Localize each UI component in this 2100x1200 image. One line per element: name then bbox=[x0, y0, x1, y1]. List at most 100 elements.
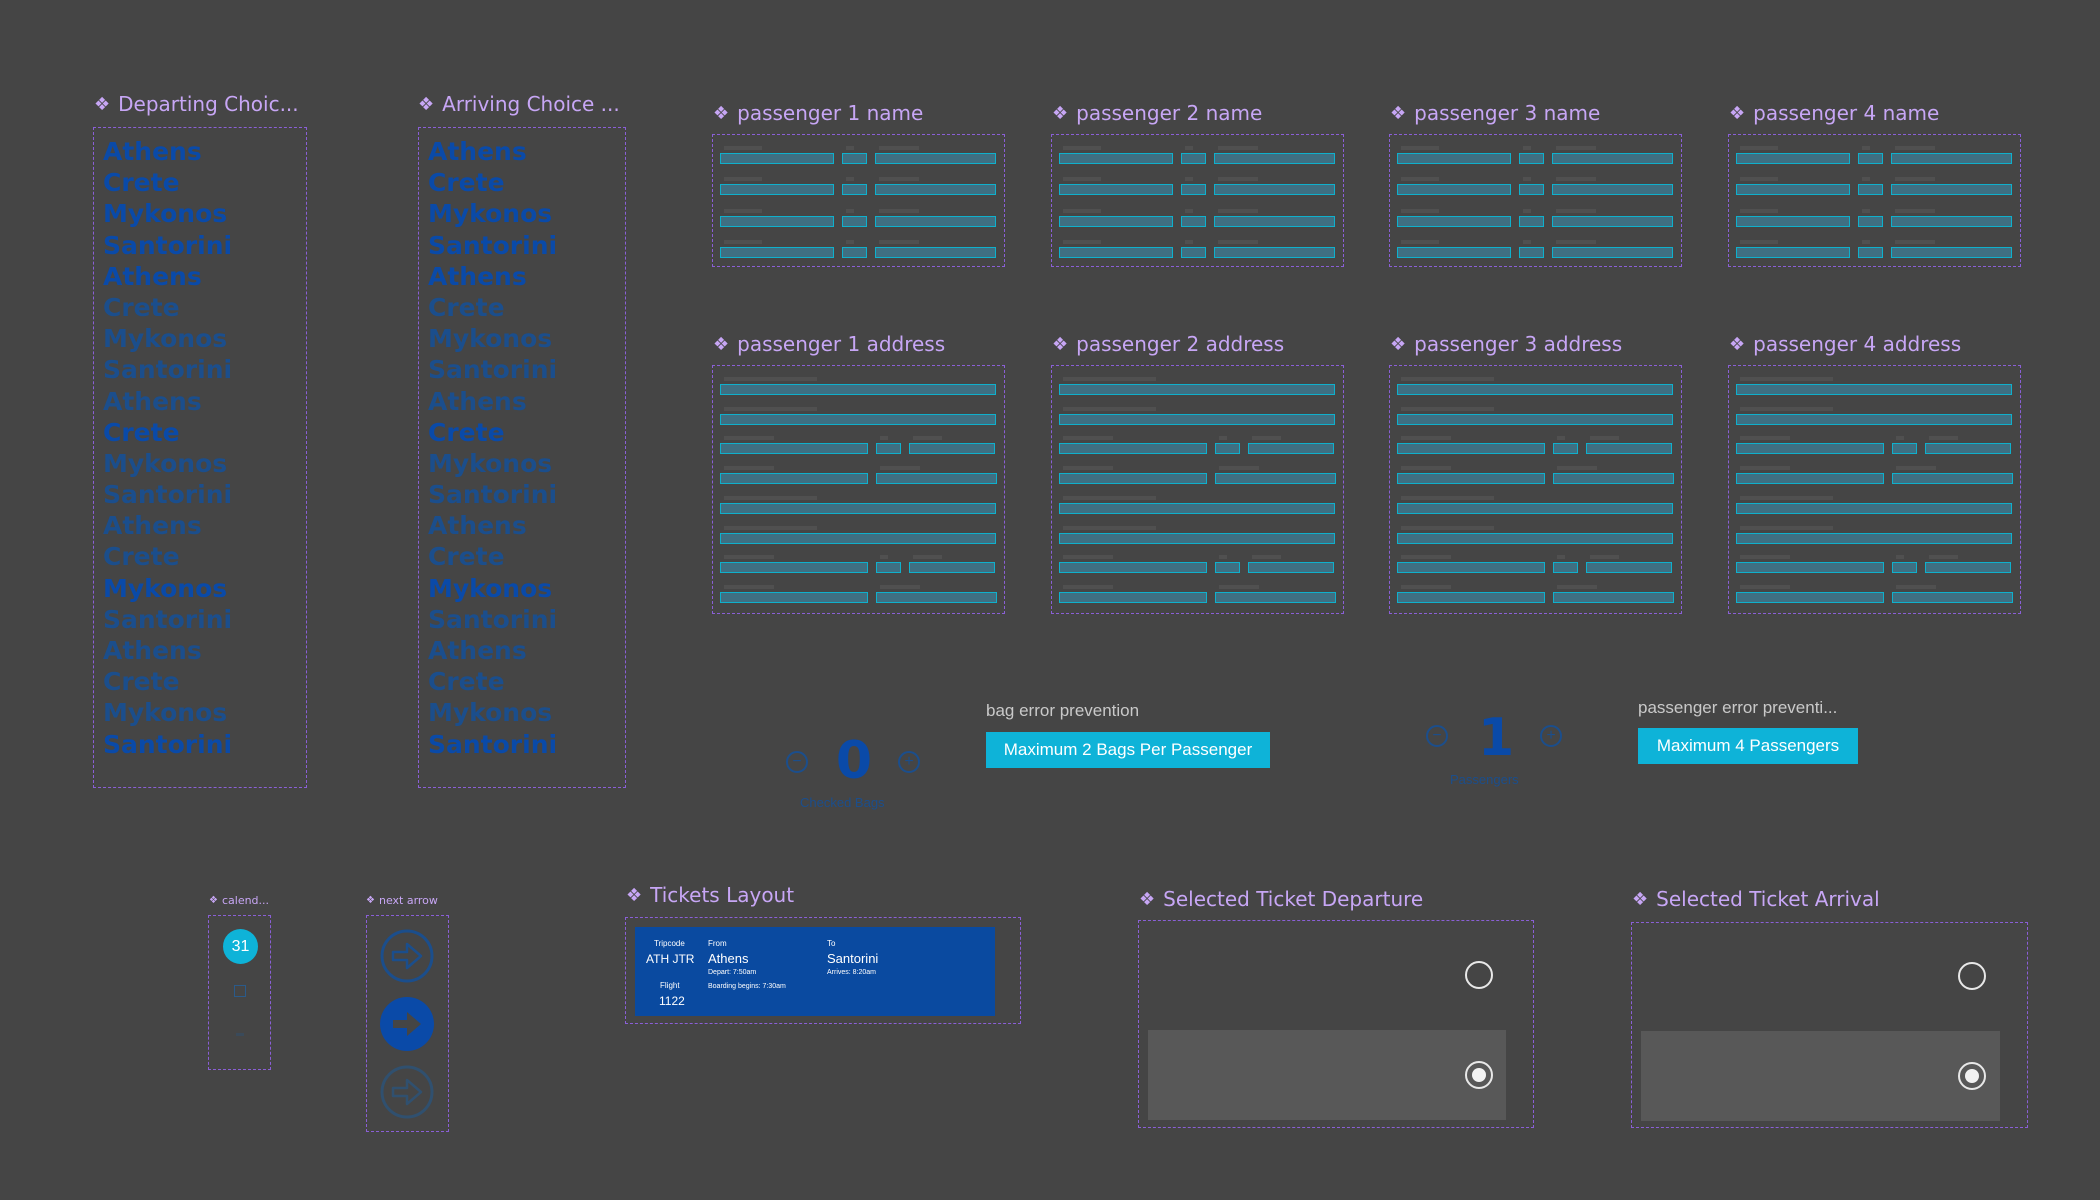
form-field[interactable] bbox=[1059, 177, 1173, 196]
form-field[interactable] bbox=[1586, 555, 1672, 574]
city-option[interactable]: Athens bbox=[103, 137, 202, 166]
form-field[interactable] bbox=[1059, 436, 1207, 455]
city-option[interactable]: Santorini bbox=[103, 230, 233, 260]
form-field[interactable] bbox=[1892, 466, 2013, 485]
form-field[interactable] bbox=[1248, 436, 1334, 455]
form-field[interactable] bbox=[1891, 146, 2012, 164]
form-field[interactable] bbox=[720, 406, 996, 425]
form-field[interactable] bbox=[1059, 466, 1207, 485]
form-field[interactable] bbox=[1059, 495, 1335, 514]
plus-circle-icon[interactable]: + bbox=[1540, 725, 1562, 747]
form-field[interactable] bbox=[842, 239, 867, 258]
form-field[interactable] bbox=[720, 177, 834, 196]
form-field[interactable] bbox=[1858, 239, 1883, 258]
form-field[interactable] bbox=[842, 208, 867, 227]
arrival-selected-panel[interactable] bbox=[1641, 1031, 2000, 1121]
form-field[interactable] bbox=[1059, 146, 1173, 164]
form-field[interactable] bbox=[1736, 239, 1850, 258]
departure-selected-panel[interactable] bbox=[1148, 1030, 1506, 1120]
form-field[interactable] bbox=[1736, 436, 1884, 455]
form-field[interactable] bbox=[1215, 436, 1240, 455]
form-field[interactable] bbox=[1519, 208, 1544, 227]
city-option[interactable]: Mykonos bbox=[428, 448, 553, 478]
form-field[interactable] bbox=[875, 239, 996, 258]
city-option[interactable]: Crete bbox=[103, 542, 180, 572]
form-field[interactable] bbox=[1892, 555, 1917, 574]
max-bags-button[interactable]: Maximum 2 Bags Per Passenger bbox=[986, 732, 1270, 768]
city-option[interactable]: Mykonos bbox=[428, 199, 553, 229]
form-field[interactable] bbox=[1215, 584, 1336, 603]
form-field[interactable] bbox=[720, 377, 996, 395]
form-field[interactable] bbox=[1925, 555, 2011, 574]
form-field[interactable] bbox=[1214, 146, 1335, 164]
form-field[interactable] bbox=[1552, 146, 1673, 164]
form-field[interactable] bbox=[1553, 584, 1674, 603]
city-option[interactable]: Athens bbox=[103, 511, 202, 541]
city-option[interactable]: Crete bbox=[428, 292, 505, 322]
city-option[interactable]: Santorini bbox=[428, 480, 558, 510]
arrival-radio-selected[interactable] bbox=[1958, 1062, 1986, 1090]
form-field[interactable] bbox=[1553, 436, 1578, 455]
form-field[interactable] bbox=[1397, 208, 1511, 227]
form-field[interactable] bbox=[876, 555, 901, 574]
city-option[interactable]: Santorini bbox=[428, 230, 558, 260]
form-field[interactable] bbox=[720, 555, 868, 574]
form-field[interactable] bbox=[1925, 436, 2011, 455]
form-field[interactable] bbox=[1552, 208, 1673, 227]
city-option[interactable]: Santorini bbox=[103, 604, 233, 634]
city-option[interactable]: Santorini bbox=[428, 604, 558, 634]
form-field[interactable] bbox=[1891, 177, 2012, 196]
form-field[interactable] bbox=[1891, 239, 2012, 258]
city-option[interactable]: Santorini bbox=[103, 729, 233, 759]
city-option[interactable]: Crete bbox=[428, 417, 505, 447]
departure-radio-unselected[interactable] bbox=[1465, 961, 1493, 989]
form-field[interactable] bbox=[720, 436, 868, 455]
form-field[interactable] bbox=[720, 584, 868, 603]
city-option[interactable]: Crete bbox=[103, 417, 180, 447]
city-option[interactable]: Crete bbox=[428, 542, 505, 572]
form-field[interactable] bbox=[720, 466, 868, 485]
form-field[interactable] bbox=[1736, 466, 1884, 485]
form-field[interactable] bbox=[1519, 177, 1544, 196]
form-field[interactable] bbox=[1736, 377, 2012, 395]
form-field[interactable] bbox=[842, 146, 867, 164]
form-field[interactable] bbox=[1553, 466, 1674, 485]
form-field[interactable] bbox=[1397, 436, 1545, 455]
city-option[interactable]: Santorini bbox=[428, 729, 558, 759]
form-field[interactable] bbox=[1397, 466, 1545, 485]
form-field[interactable] bbox=[1858, 146, 1883, 164]
form-field[interactable] bbox=[1215, 466, 1336, 485]
form-field[interactable] bbox=[1736, 146, 1850, 164]
form-field[interactable] bbox=[720, 495, 996, 514]
form-field[interactable] bbox=[1892, 584, 2013, 603]
city-option[interactable]: Athens bbox=[103, 636, 202, 665]
form-field[interactable] bbox=[1397, 406, 1673, 425]
form-field[interactable] bbox=[1214, 239, 1335, 258]
form-field[interactable] bbox=[1736, 525, 2012, 544]
form-field[interactable] bbox=[1519, 239, 1544, 258]
form-field[interactable] bbox=[720, 525, 996, 544]
form-field[interactable] bbox=[1059, 525, 1335, 544]
city-option[interactable]: Crete bbox=[428, 168, 505, 198]
form-field[interactable] bbox=[1397, 495, 1673, 514]
city-option[interactable]: Mykonos bbox=[428, 573, 553, 603]
form-field[interactable] bbox=[1397, 555, 1545, 574]
city-option[interactable]: Mykonos bbox=[103, 199, 228, 229]
form-field[interactable] bbox=[842, 177, 867, 196]
city-option[interactable]: Athens bbox=[428, 386, 527, 416]
form-field[interactable] bbox=[1736, 177, 1850, 196]
city-option[interactable]: Athens bbox=[103, 386, 202, 416]
form-field[interactable] bbox=[875, 177, 996, 196]
next-arrow-outline-icon[interactable] bbox=[379, 928, 435, 984]
minus-circle-icon[interactable]: − bbox=[786, 751, 808, 773]
city-option[interactable]: Santorini bbox=[103, 355, 233, 385]
form-field[interactable] bbox=[876, 466, 997, 485]
form-field[interactable] bbox=[1736, 584, 1884, 603]
city-option[interactable]: Athens bbox=[428, 137, 527, 166]
form-field[interactable] bbox=[1552, 177, 1673, 196]
form-field[interactable] bbox=[1214, 208, 1335, 227]
minus-circle-icon[interactable]: − bbox=[1426, 725, 1448, 747]
form-field[interactable] bbox=[1215, 555, 1240, 574]
form-field[interactable] bbox=[1181, 177, 1206, 196]
form-field[interactable] bbox=[1397, 239, 1511, 258]
